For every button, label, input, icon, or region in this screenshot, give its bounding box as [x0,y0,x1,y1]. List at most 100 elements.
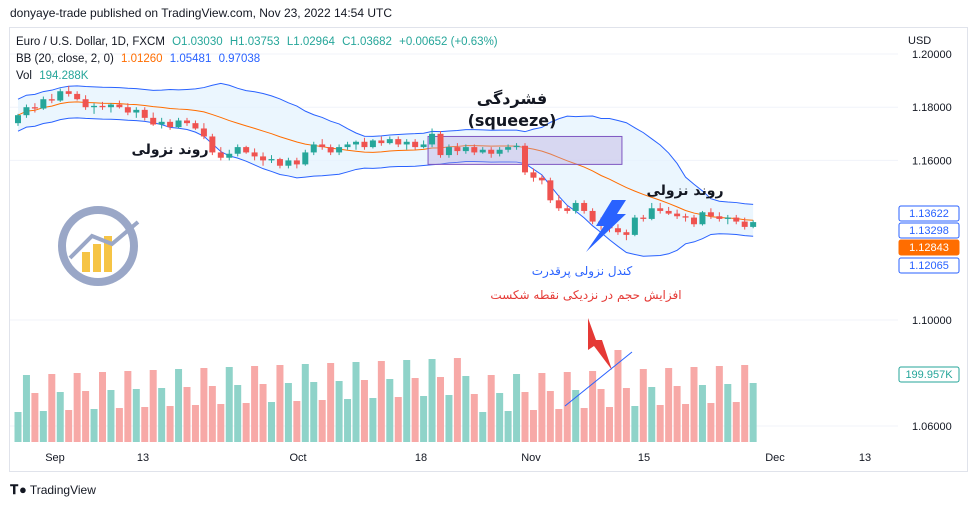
price-tick-label: 1.10000 [912,315,952,327]
volume-bar [344,399,352,442]
candle-body [530,172,537,178]
bb-upper-line [17,82,754,205]
chart-frame[interactable] [9,27,968,472]
candle-body [555,200,562,209]
volume-bar [175,369,183,442]
candle-body [496,149,503,154]
candle-body [74,93,81,100]
candle-body [657,208,664,211]
bb-upper-value: 1.05481 [169,53,212,65]
low-value: L1.02964 [286,36,335,48]
price-badge-box [898,222,960,239]
volume-bar [234,385,242,442]
candles [15,85,757,241]
volume-bar [403,360,411,442]
candle-body [522,145,528,173]
close-value: C1.03682 [342,36,392,48]
volume-bar [73,373,81,442]
volume-bar [614,350,622,442]
volume-bar [132,389,140,442]
candle-body [581,202,588,211]
volume-bar [428,359,436,442]
volume-bar [572,390,580,442]
volume-bar [352,362,360,442]
vol-label: Vol [16,70,32,82]
candle-body [674,213,681,217]
candle-body [184,120,190,124]
volume-bar [411,378,419,442]
candle-body [141,109,148,118]
candle-body [192,123,199,129]
volume-bar [200,368,208,442]
volume-bar [301,364,309,442]
candle-body [437,133,444,156]
volume-badge-box [898,366,960,383]
price-badge-box [898,205,960,222]
volume-bar [217,404,225,442]
volume-bar [48,374,56,442]
volume-bar [513,374,521,442]
candle-body [243,147,250,153]
bollinger-bands [17,82,754,257]
candle-body [40,99,47,109]
volume-bar [327,363,335,442]
volume-bars [14,350,757,442]
tradingview-logo-icon: 𝐓 ● [10,482,27,497]
candle-body [733,217,740,222]
candle-body [158,121,165,125]
candle-body [99,105,106,108]
volume-bar [149,370,157,442]
volume-trend-line [564,351,633,407]
volume-bar [318,400,326,442]
volume-bar [597,389,605,442]
candle-body [429,133,436,145]
volume-bar [715,366,723,442]
candle-body [505,147,512,150]
candle-body [623,232,630,235]
candle-body [631,217,638,235]
vol-legend: Vol 194.288K [16,70,92,82]
volume-bar [158,388,166,442]
volume-bar [445,395,453,442]
volume-bar [82,391,90,442]
candle-body [226,153,233,158]
high-value: H1.03753 [229,36,280,48]
candle-body [724,217,731,219]
volume-bar [22,375,30,442]
candle-body [251,152,258,157]
volume-bar [14,412,22,442]
candle-body [107,104,114,108]
squeeze-label-en: (squeeze) [468,111,557,130]
volume-bar [251,366,259,442]
volume-bar [208,386,216,442]
logo-arrow [68,220,140,260]
candle-body [420,144,427,148]
candle-body [691,217,697,225]
volume-bar [107,390,115,442]
volume-bar [242,403,250,442]
red-arrow-icon [588,318,612,370]
candle-body [353,141,359,145]
candle-body [175,120,182,128]
open-value: O1.03030 [172,36,223,48]
candle-body [57,91,64,101]
volume-bar [555,409,563,442]
candle-body [217,152,224,158]
volume-bar [606,407,613,442]
volume-bar [65,410,73,442]
price-tick-label: 1.20000 [912,49,952,61]
bb-label: BB (20, close, 2, 0) [16,53,114,65]
candle-body [327,147,334,153]
volume-bar [453,358,461,442]
volume-bar [56,392,64,442]
volume-bar [496,393,504,442]
candle-body [65,91,72,94]
change-value: +0.00652 (+0.63%) [399,36,498,48]
volume-note-label: افزایش حجم در نزدیکی نقطه شکست [490,288,681,303]
vol-value: 194.288K [39,70,89,82]
candle-body [133,109,140,113]
candle-body [344,144,351,148]
candle-body [538,177,545,181]
volume-bar [665,368,673,442]
